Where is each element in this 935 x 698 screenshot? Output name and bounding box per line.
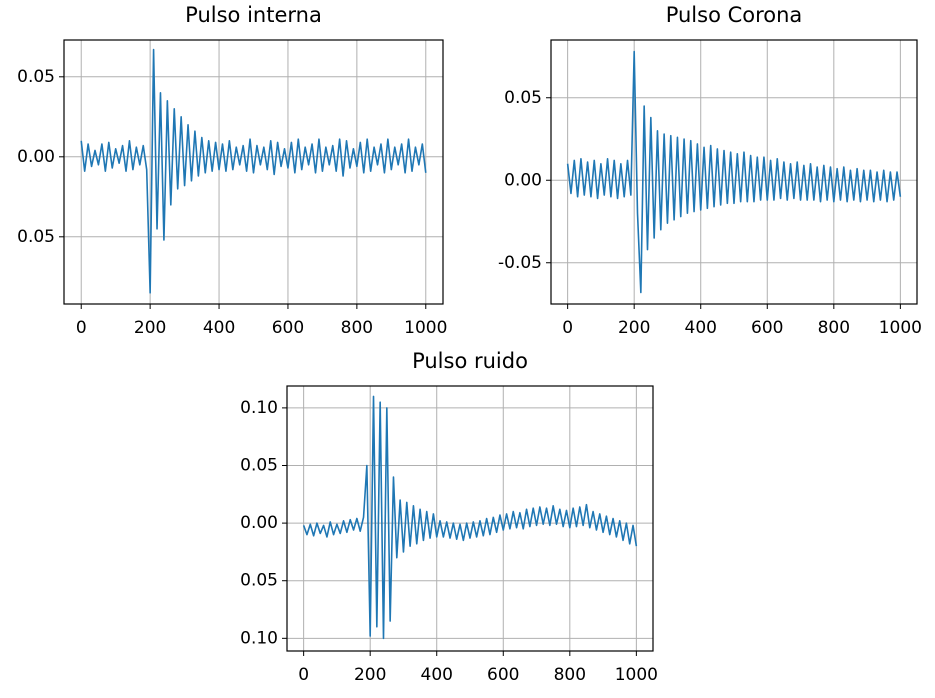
signal-line [80, 48, 427, 294]
x-tick-label: 1000 [404, 318, 447, 338]
x-tick-label: 0 [76, 318, 87, 338]
x-tick-label: 1000 [615, 665, 658, 685]
y-tick-label: 0.00 [17, 147, 55, 167]
axes-frame [550, 39, 918, 305]
x-tick-label: 0 [298, 665, 309, 685]
y-tick-label: 0.05 [504, 88, 542, 108]
y-tick-label: 0.05 [240, 571, 278, 591]
x-tick-label: 600 [487, 665, 519, 685]
x-tick-label: 1000 [879, 318, 922, 338]
x-tick-label: 200 [618, 318, 650, 338]
x-tick-label: 400 [203, 318, 235, 338]
x-tick-label: 200 [354, 665, 386, 685]
x-tick-label: 800 [554, 665, 586, 685]
axes-frame [286, 385, 654, 652]
x-tick-label: 400 [421, 665, 453, 685]
signal-line [302, 395, 638, 640]
axes-frame [63, 39, 444, 305]
y-tick-label: -0.05 [498, 253, 542, 273]
y-tick-label: 0.05 [17, 227, 55, 247]
x-tick-label: 600 [272, 318, 304, 338]
y-tick-label: 0.00 [240, 513, 278, 533]
chart-title: Pulso interna [185, 3, 322, 27]
chart-title: Pulso ruido [412, 349, 528, 373]
x-tick-label: 800 [818, 318, 850, 338]
chart-title: Pulso Corona [666, 3, 803, 27]
x-tick-label: 800 [341, 318, 373, 338]
signal-line [566, 50, 902, 294]
x-tick-label: 0 [562, 318, 573, 338]
y-tick-label: 0.10 [240, 628, 278, 648]
x-tick-label: 200 [134, 318, 166, 338]
x-tick-label: 600 [751, 318, 783, 338]
x-tick-label: 400 [685, 318, 717, 338]
y-tick-label: 0.05 [17, 67, 55, 87]
y-tick-label: 0.00 [504, 170, 542, 190]
y-tick-label: 0.05 [240, 456, 278, 476]
y-tick-label: 0.10 [240, 398, 278, 418]
